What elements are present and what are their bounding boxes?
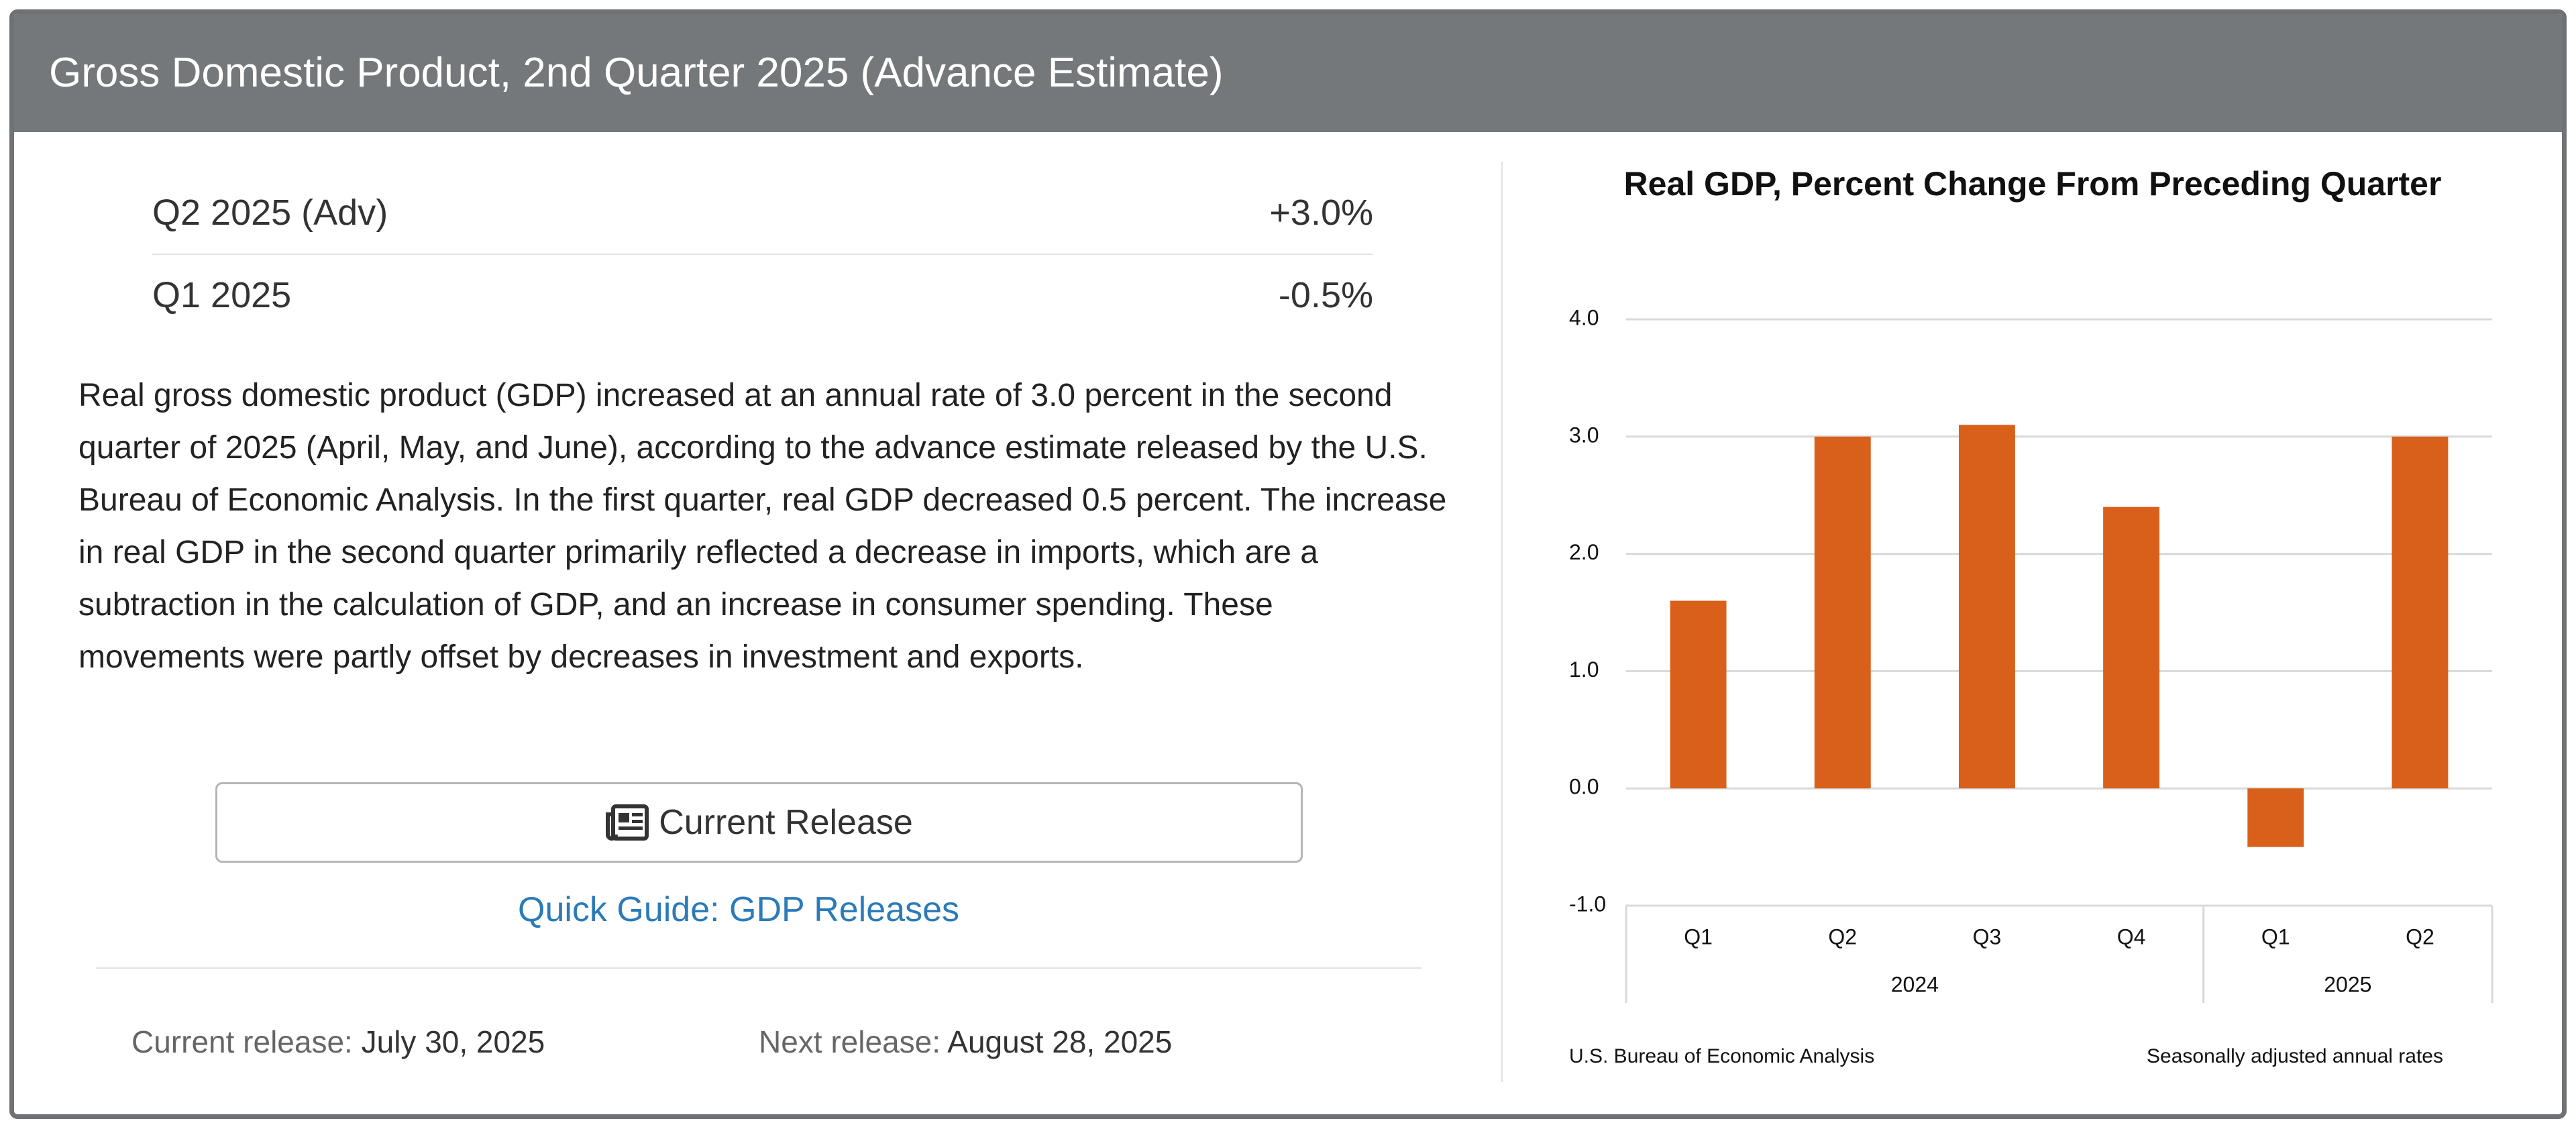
release-label: Current release: <box>131 1024 353 1059</box>
stat-row: Q1 2025 -0.5% <box>152 274 1373 316</box>
summary: Real gross domestic product (GDP) increa… <box>78 378 1447 675</box>
release-date: August 28, 2025 <box>947 1024 1173 1059</box>
release-date: July 30, 2025 <box>361 1024 545 1059</box>
bar <box>2392 436 2449 789</box>
y-tick-label: 3.0 <box>1569 423 1599 447</box>
x-tick-label: Q2 <box>2406 924 2434 949</box>
bar <box>2247 788 2304 847</box>
y-tick-label: 0.0 <box>1569 775 1599 799</box>
divider <box>152 254 1373 255</box>
chart: Real GDP, Percent Change From Preceding … <box>1569 165 2493 1067</box>
chart-note: Seasonally adjusted annual rates <box>2147 1045 2443 1067</box>
y-tick-label: 2.0 <box>1569 540 1599 564</box>
release-label: Next release: <box>759 1024 941 1059</box>
y-tick-label: -1.0 <box>1569 892 1606 916</box>
stat-value: +3.0% <box>1269 193 1373 233</box>
button-label: Current Release <box>659 803 913 842</box>
divider <box>96 967 1421 969</box>
x-tick-label: Q1 <box>1684 924 1713 949</box>
stat-label: Q1 2025 <box>152 275 292 315</box>
stat-label: Q2 2025 (Adv) <box>152 193 388 233</box>
y-tick-label: 1.0 <box>1569 657 1599 682</box>
stat-value: -0.5% <box>1278 275 1373 315</box>
x-tick-label: Q4 <box>2117 924 2146 949</box>
release-info: Next release: August 28, 2025 <box>759 1024 1172 1060</box>
quick-guide-link[interactable]: Quick Guide: GDP Releases <box>518 890 959 929</box>
bar <box>1814 436 1871 789</box>
x-tick-label: Q3 <box>1973 924 2002 949</box>
release-info: Current release: July 30, 2025 <box>131 1024 545 1060</box>
chart-title: Real GDP, Percent Change From Preceding … <box>1624 165 2442 203</box>
bar <box>2103 506 2160 789</box>
x-tick-label: Q2 <box>1828 924 1857 949</box>
chart-source: U.S. Bureau of Economic Analysis <box>1569 1045 1874 1067</box>
group-label: 2024 <box>1891 972 1939 996</box>
bar <box>1670 600 1727 789</box>
bar <box>1958 425 2015 789</box>
group-label: 2025 <box>2324 972 2371 996</box>
stat-row: Q2 2025 (Adv) +3.0% <box>152 192 1373 233</box>
current-release-button[interactable]: Current Release <box>215 782 1303 863</box>
x-tick-label: Q1 <box>2261 924 2290 949</box>
y-tick-label: 4.0 <box>1569 305 1599 329</box>
card-title: Gross Domestic Product, 2nd Quarter 2025… <box>14 14 2562 132</box>
column-divider <box>1501 162 1503 1082</box>
newspaper-icon <box>606 804 649 841</box>
gdp-card: Gross Domestic Product, 2nd Quarter 2025… <box>9 9 2567 1119</box>
